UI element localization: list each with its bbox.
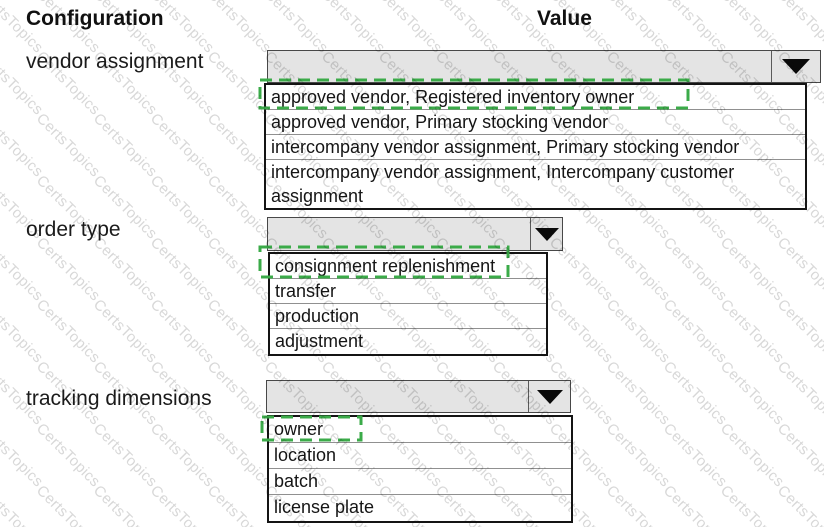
watermark-text: CertsTopics: [773, 482, 824, 527]
chevron-down-icon: [534, 227, 559, 241]
watermark-text: CertsTopics: [0, 234, 47, 305]
watermark-text: CertsTopics: [659, 420, 731, 491]
watermark-text: CertsTopics: [32, 110, 104, 181]
option-license-plate[interactable]: license plate: [274, 497, 375, 517]
watermark-text: CertsTopics: [260, 0, 332, 57]
watermark-text: CertsTopics: [716, 296, 788, 367]
watermark-text: CertsTopics: [773, 0, 824, 57]
value-column-header: Value: [537, 7, 592, 30]
order-type-options-list: consignment replenishment transfer produ…: [268, 252, 548, 356]
watermark-text: CertsTopics: [602, 296, 674, 367]
watermark-text: CertsTopics: [716, 0, 788, 57]
watermark-text: CertsTopics: [32, 420, 104, 491]
watermark-text: CertsTopics: [545, 296, 617, 367]
option-adjustment[interactable]: adjustment: [275, 331, 364, 351]
chevron-down-icon: [782, 59, 810, 74]
option-consignment-replenishment[interactable]: consignment replenishment: [270, 254, 546, 279]
option-batch[interactable]: batch: [269, 469, 571, 495]
configuration-column-header: Configuration: [26, 7, 164, 30]
watermark-text: CertsTopics: [716, 234, 788, 305]
watermark-text: CertsTopics: [602, 0, 674, 57]
option-production[interactable]: production: [270, 304, 546, 329]
watermark-text: CertsTopics: [659, 234, 731, 305]
watermark-text: CertsTopics: [602, 358, 674, 429]
order-type-dropdown-arrow-button[interactable]: [530, 218, 562, 250]
watermark-text: CertsTopics: [203, 358, 275, 429]
watermark-text: CertsTopics: [203, 296, 275, 367]
vendor-assignment-dropdown-arrow-button[interactable]: [771, 51, 820, 82]
watermark-text: CertsTopics: [716, 482, 788, 527]
watermark-text: CertsTopics: [203, 482, 275, 527]
watermark-text: CertsTopics: [0, 110, 47, 181]
watermark-text: CertsTopics: [602, 234, 674, 305]
watermark-text: CertsTopics: [146, 110, 218, 181]
watermark-text: CertsTopics: [146, 296, 218, 367]
chevron-down-icon: [536, 389, 563, 404]
tracking-dimensions-label: tracking dimensions: [26, 387, 212, 410]
tracking-dimensions-options-list: owner location batch license plate: [267, 415, 573, 523]
option-text: intercompany vendor assignment, Intercom…: [271, 162, 735, 206]
tracking-dimensions-dropdown-arrow-button[interactable]: [528, 381, 570, 412]
watermark-text: CertsTopics: [659, 358, 731, 429]
watermark-text: CertsTopics: [374, 0, 446, 57]
vendor-assignment-label: vendor assignment: [26, 50, 204, 73]
watermark-text: CertsTopics: [146, 172, 218, 243]
watermark-text: CertsTopics: [773, 234, 824, 305]
watermark-text: CertsTopics: [32, 482, 104, 527]
watermark-text: CertsTopics: [146, 234, 218, 305]
watermark-text: CertsTopics: [32, 234, 104, 305]
watermark-text: CertsTopics: [89, 420, 161, 491]
option-location[interactable]: location: [269, 443, 571, 469]
watermark-text: CertsTopics: [716, 420, 788, 491]
option-transfer[interactable]: transfer: [270, 279, 546, 304]
watermark-text: CertsTopics: [659, 0, 731, 57]
option-approved-vendor-primary-stocking-vendor[interactable]: approved vendor, Primary stocking vendor: [266, 110, 805, 135]
watermark-text: CertsTopics: [89, 110, 161, 181]
watermark-text: CertsTopics: [773, 296, 824, 367]
watermark-text: CertsTopics: [716, 358, 788, 429]
vendor-assignment-dropdown[interactable]: [267, 50, 821, 83]
order-type-label: order type: [26, 218, 121, 241]
watermark-text: CertsTopics: [0, 296, 47, 367]
watermark-text: CertsTopics: [203, 420, 275, 491]
watermark-text: CertsTopics: [0, 420, 47, 491]
tracking-dimensions-dropdown[interactable]: [266, 380, 571, 413]
watermark-text: CertsTopics: [203, 234, 275, 305]
watermark-text: CertsTopics: [317, 0, 389, 57]
vendor-assignment-options-list: approved vendor, Registered inventory ow…: [264, 83, 807, 210]
watermark-text: CertsTopics: [203, 0, 275, 57]
watermark-text: CertsTopics: [659, 482, 731, 527]
option-intercompany-vendor-assignment-intercompany-customer-assignment[interactable]: intercompany vendor assignment, Intercom…: [266, 160, 805, 208]
watermark-text: CertsTopics: [146, 420, 218, 491]
order-type-dropdown[interactable]: [267, 217, 563, 251]
watermark-text: CertsTopics: [773, 358, 824, 429]
watermark-text: CertsTopics: [89, 234, 161, 305]
watermark-text: CertsTopics: [0, 482, 47, 527]
option-approved-vendor-registered-inventory-owner[interactable]: approved vendor, Registered inventory ow…: [266, 85, 805, 110]
watermark-text: CertsTopics: [89, 296, 161, 367]
watermark-text: CertsTopics: [659, 296, 731, 367]
watermark-text: CertsTopics: [32, 296, 104, 367]
option-owner[interactable]: owner: [269, 417, 571, 443]
watermark-text: CertsTopics: [602, 482, 674, 527]
watermark-text: CertsTopics: [146, 482, 218, 527]
watermark-text: CertsTopics: [773, 420, 824, 491]
watermark-text: CertsTopics: [602, 420, 674, 491]
watermark-text: CertsTopics: [89, 482, 161, 527]
watermark-text: CertsTopics: [431, 0, 503, 57]
option-intercompany-vendor-assignment-primary-stocking-vendor[interactable]: intercompany vendor assignment, Primary …: [266, 135, 805, 160]
